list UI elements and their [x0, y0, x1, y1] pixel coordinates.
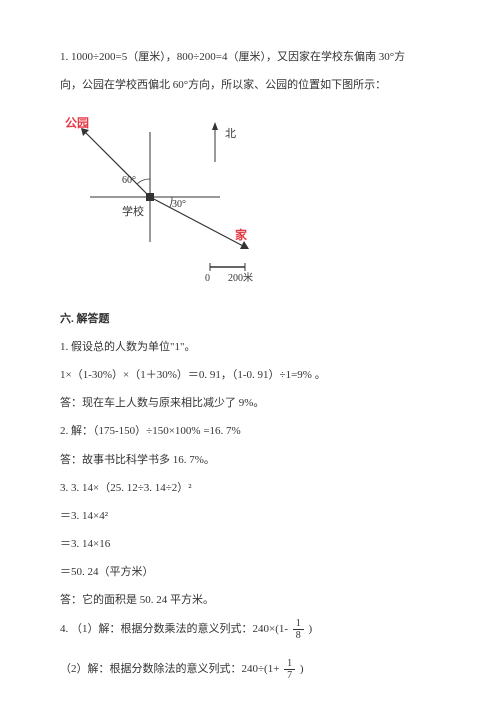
q2-line-1: 2. 解：（175-150）÷150×100% =16. 7%	[60, 419, 440, 443]
q3-line-5: 答：它的面积是 50. 24 平方米。	[60, 588, 440, 612]
fraction-1-7: 1 7	[284, 658, 295, 681]
q3-line-2: ＝3. 14×4²	[60, 504, 440, 528]
frac-num: 1	[284, 658, 295, 670]
q4-l2-a: （2）解：根据分数除法的意义列式：240÷(1+	[60, 663, 279, 675]
q1-line-2: 1×（1-30%）×（1＋30%）＝0. 91，（1-0. 91）÷1=9% 。	[60, 363, 440, 387]
q2-line-2: 答：故事书比科学书多 16. 7%。	[60, 448, 440, 472]
q1-line-1: 1. 假设总的人数为单位"1"。	[60, 335, 440, 359]
q3-line-3: ＝3. 14×16	[60, 532, 440, 556]
school-label: 学校	[122, 204, 144, 218]
angle-30: 30°	[172, 199, 186, 210]
q4-l2-b: )	[300, 663, 304, 675]
q4-l1-a: 4. （1）解：根据分数乘法的意义列式：240×(1-	[60, 623, 288, 635]
fraction-1-8: 1 8	[293, 618, 304, 641]
q4-l1-b: )	[309, 623, 313, 635]
intro-line-1: 1. 1000÷200=5（厘米），800÷200=4（厘米），又因家在学校东偏…	[60, 45, 440, 69]
intro-line-2: 向，公园在学校西偏北 60°方向，所以家、公园的位置如下图所示：	[60, 73, 440, 97]
q4-line-1: 4. （1）解：根据分数乘法的意义列式：240×(1- 1 8 )	[60, 617, 440, 641]
section-6-title: 六. 解答题	[60, 307, 440, 331]
home-label: 家	[235, 227, 248, 242]
angle-60: 60°	[122, 175, 136, 186]
position-diagram: 北 公园 家 60° 30° 学校 0 200米	[60, 107, 440, 296]
scale-end: 200米	[228, 271, 253, 284]
frac-num: 1	[293, 618, 304, 630]
scale-zero: 0	[205, 273, 210, 284]
q4-line-2: （2）解：根据分数除法的意义列式：240÷(1+ 1 7 )	[60, 657, 440, 681]
park-label: 公园	[65, 116, 89, 130]
q1-line-3: 答：现在车上人数与原来相比减少了 9%。	[60, 391, 440, 415]
frac-den: 8	[293, 630, 304, 641]
q3-line-1: 3. 3. 14×（25. 12÷3. 14÷2）²	[60, 476, 440, 500]
north-label: 北	[225, 127, 236, 140]
frac-den: 7	[284, 670, 295, 681]
q3-line-4: ＝50. 24（平方米）	[60, 560, 440, 584]
